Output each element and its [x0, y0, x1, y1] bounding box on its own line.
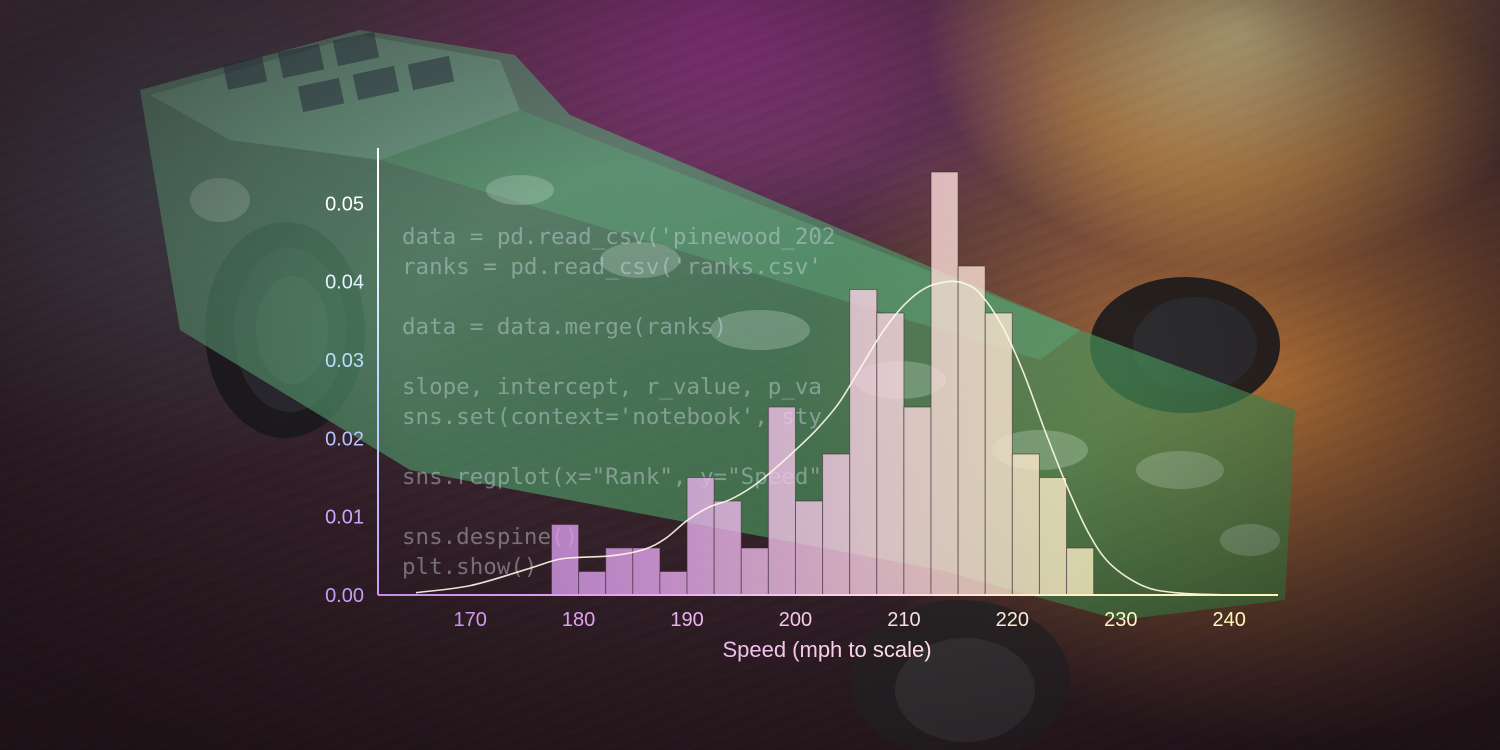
x-tick-label: 200 — [779, 609, 812, 631]
x-axis-label: Speed (mph to scale) — [722, 637, 931, 662]
code-line: slope, intercept, r_value, p_va — [402, 374, 822, 400]
histogram-bar — [767, 406, 796, 596]
histogram-bar — [903, 406, 932, 596]
x-tick-label: 210 — [887, 609, 920, 631]
histogram-bar — [822, 453, 851, 596]
x-tick-labels: 170 180 190 200 210 220 230 240 — [453, 609, 1245, 631]
y-tick-label: 0.02 — [325, 428, 364, 450]
x-tick-label: 190 — [670, 609, 703, 631]
histogram-bar — [713, 500, 742, 596]
y-tick-label: 0.05 — [325, 193, 364, 215]
histogram-bar — [984, 312, 1013, 596]
code-line: sns.despine() — [402, 524, 579, 550]
code-line: sns.regplot(x="Rank", y="Speed" — [402, 464, 822, 490]
histogram-bar — [632, 547, 661, 596]
y-tick-label: 0.03 — [325, 350, 364, 372]
histogram-bar — [957, 265, 986, 596]
histogram-bar — [876, 312, 905, 596]
y-tick-labels: 0.00 0.01 0.02 0.03 0.04 0.05 — [325, 193, 364, 607]
y-tick-label: 0.01 — [325, 507, 364, 529]
x-tick-label: 240 — [1213, 609, 1246, 631]
x-tick-label: 230 — [1104, 609, 1137, 631]
histogram-bar — [1011, 453, 1040, 596]
histogram-bar — [1066, 547, 1095, 596]
y-tick-label: 0.00 — [325, 585, 364, 607]
code-line: sns.set(context='notebook', sty — [402, 404, 822, 430]
histogram-bar — [794, 500, 824, 596]
histogram-bar — [930, 171, 959, 596]
histogram-bar — [578, 571, 607, 596]
histogram-bar — [659, 571, 688, 596]
code-line: data = pd.read_csv('pinewood_202 — [402, 224, 836, 250]
histogram-bars — [550, 171, 1095, 596]
histogram-bar — [686, 477, 715, 596]
histogram-bar — [740, 547, 769, 596]
x-tick-label: 170 — [453, 609, 486, 631]
code-overlay: data = pd.read_csv('pinewood_202 ranks =… — [402, 222, 862, 582]
x-tick-label: 220 — [996, 609, 1029, 631]
code-line: data = data.merge(ranks) — [402, 314, 728, 340]
axes — [377, 148, 1278, 596]
kde-curve — [415, 280, 1230, 596]
y-tick-label: 0.04 — [325, 272, 364, 294]
x-tick-label: 180 — [562, 609, 595, 631]
histogram-bar — [1038, 477, 1068, 596]
histogram-bar — [849, 289, 878, 596]
code-line: plt.show() — [402, 554, 538, 580]
code-line: ranks = pd.read_csv('ranks.csv' — [402, 254, 822, 280]
